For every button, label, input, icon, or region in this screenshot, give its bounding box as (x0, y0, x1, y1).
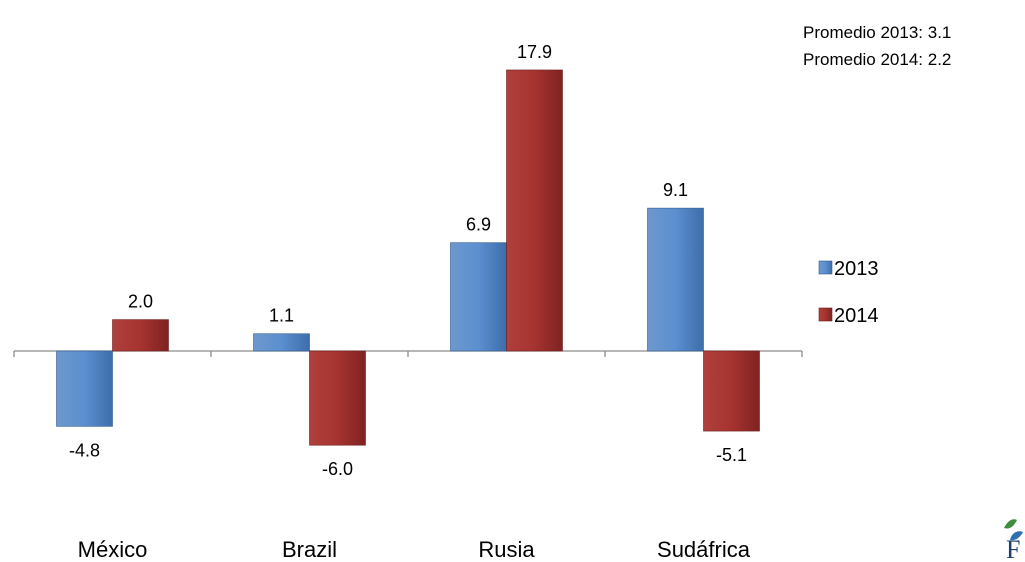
bar-2013-Sudáfrica (647, 207, 704, 352)
legend-swatch-2013 (818, 260, 833, 275)
leaf-logo-icon-2 (1010, 531, 1023, 541)
data-label-2014-México: 2.0 (128, 292, 153, 312)
data-label-2013-México: -4.8 (69, 440, 100, 460)
plot-area: -4.8 2.0 1.1 -6.0 6.9 17.9 9.1 -5.1 México Brazi… (13, 42, 803, 562)
annotation-avg-2014: Promedio 2014: 2.2 (803, 50, 951, 69)
legend: 2013 2014 (818, 258, 879, 327)
data-label-2014-Rusia: 17.9 (517, 42, 552, 62)
bar-2014-Rusia (506, 69, 563, 352)
legend-label-2013: 2013 (834, 258, 879, 280)
bar-2014-Brazil (309, 350, 366, 446)
data-label-2014-Brazil: -6.0 (322, 459, 353, 479)
legend-label-2014: 2014 (834, 305, 879, 327)
legend-item-2014: 2014 (818, 305, 879, 327)
bar-2013-México (56, 350, 113, 427)
bar-2014-México (112, 319, 169, 352)
data-label-2013-Brazil: 1.1 (269, 306, 294, 326)
data-label-2014-Sudáfrica: -5.1 (716, 445, 747, 465)
logo-letter: F (1006, 535, 1020, 562)
x-axis-ticks (13, 351, 803, 357)
leaf-logo-icon (1004, 519, 1017, 529)
category-label: Sudáfrica (657, 537, 751, 562)
logo: F (1004, 519, 1023, 562)
category-label: Rusia (478, 537, 535, 562)
bars (56, 69, 760, 446)
bar-2013-Brazil (253, 333, 310, 352)
category-labels: México Brazil Rusia Sudáfrica (78, 537, 751, 562)
category-label: México (78, 537, 148, 562)
legend-item-2013: 2013 (818, 258, 879, 280)
category-label: Brazil (282, 537, 337, 562)
data-labels: -4.8 2.0 1.1 -6.0 6.9 17.9 9.1 -5.1 (69, 42, 747, 479)
bar-2013-Rusia (450, 242, 507, 352)
annotations: Promedio 2013: 3.1 Promedio 2014: 2.2 (803, 23, 951, 69)
data-label-2013-Sudáfrica: 9.1 (663, 180, 688, 200)
bar-2014-Sudáfrica (703, 350, 760, 432)
legend-swatch-2014 (818, 307, 833, 322)
annotation-avg-2013: Promedio 2013: 3.1 (803, 23, 951, 42)
data-label-2013-Rusia: 6.9 (466, 215, 491, 235)
